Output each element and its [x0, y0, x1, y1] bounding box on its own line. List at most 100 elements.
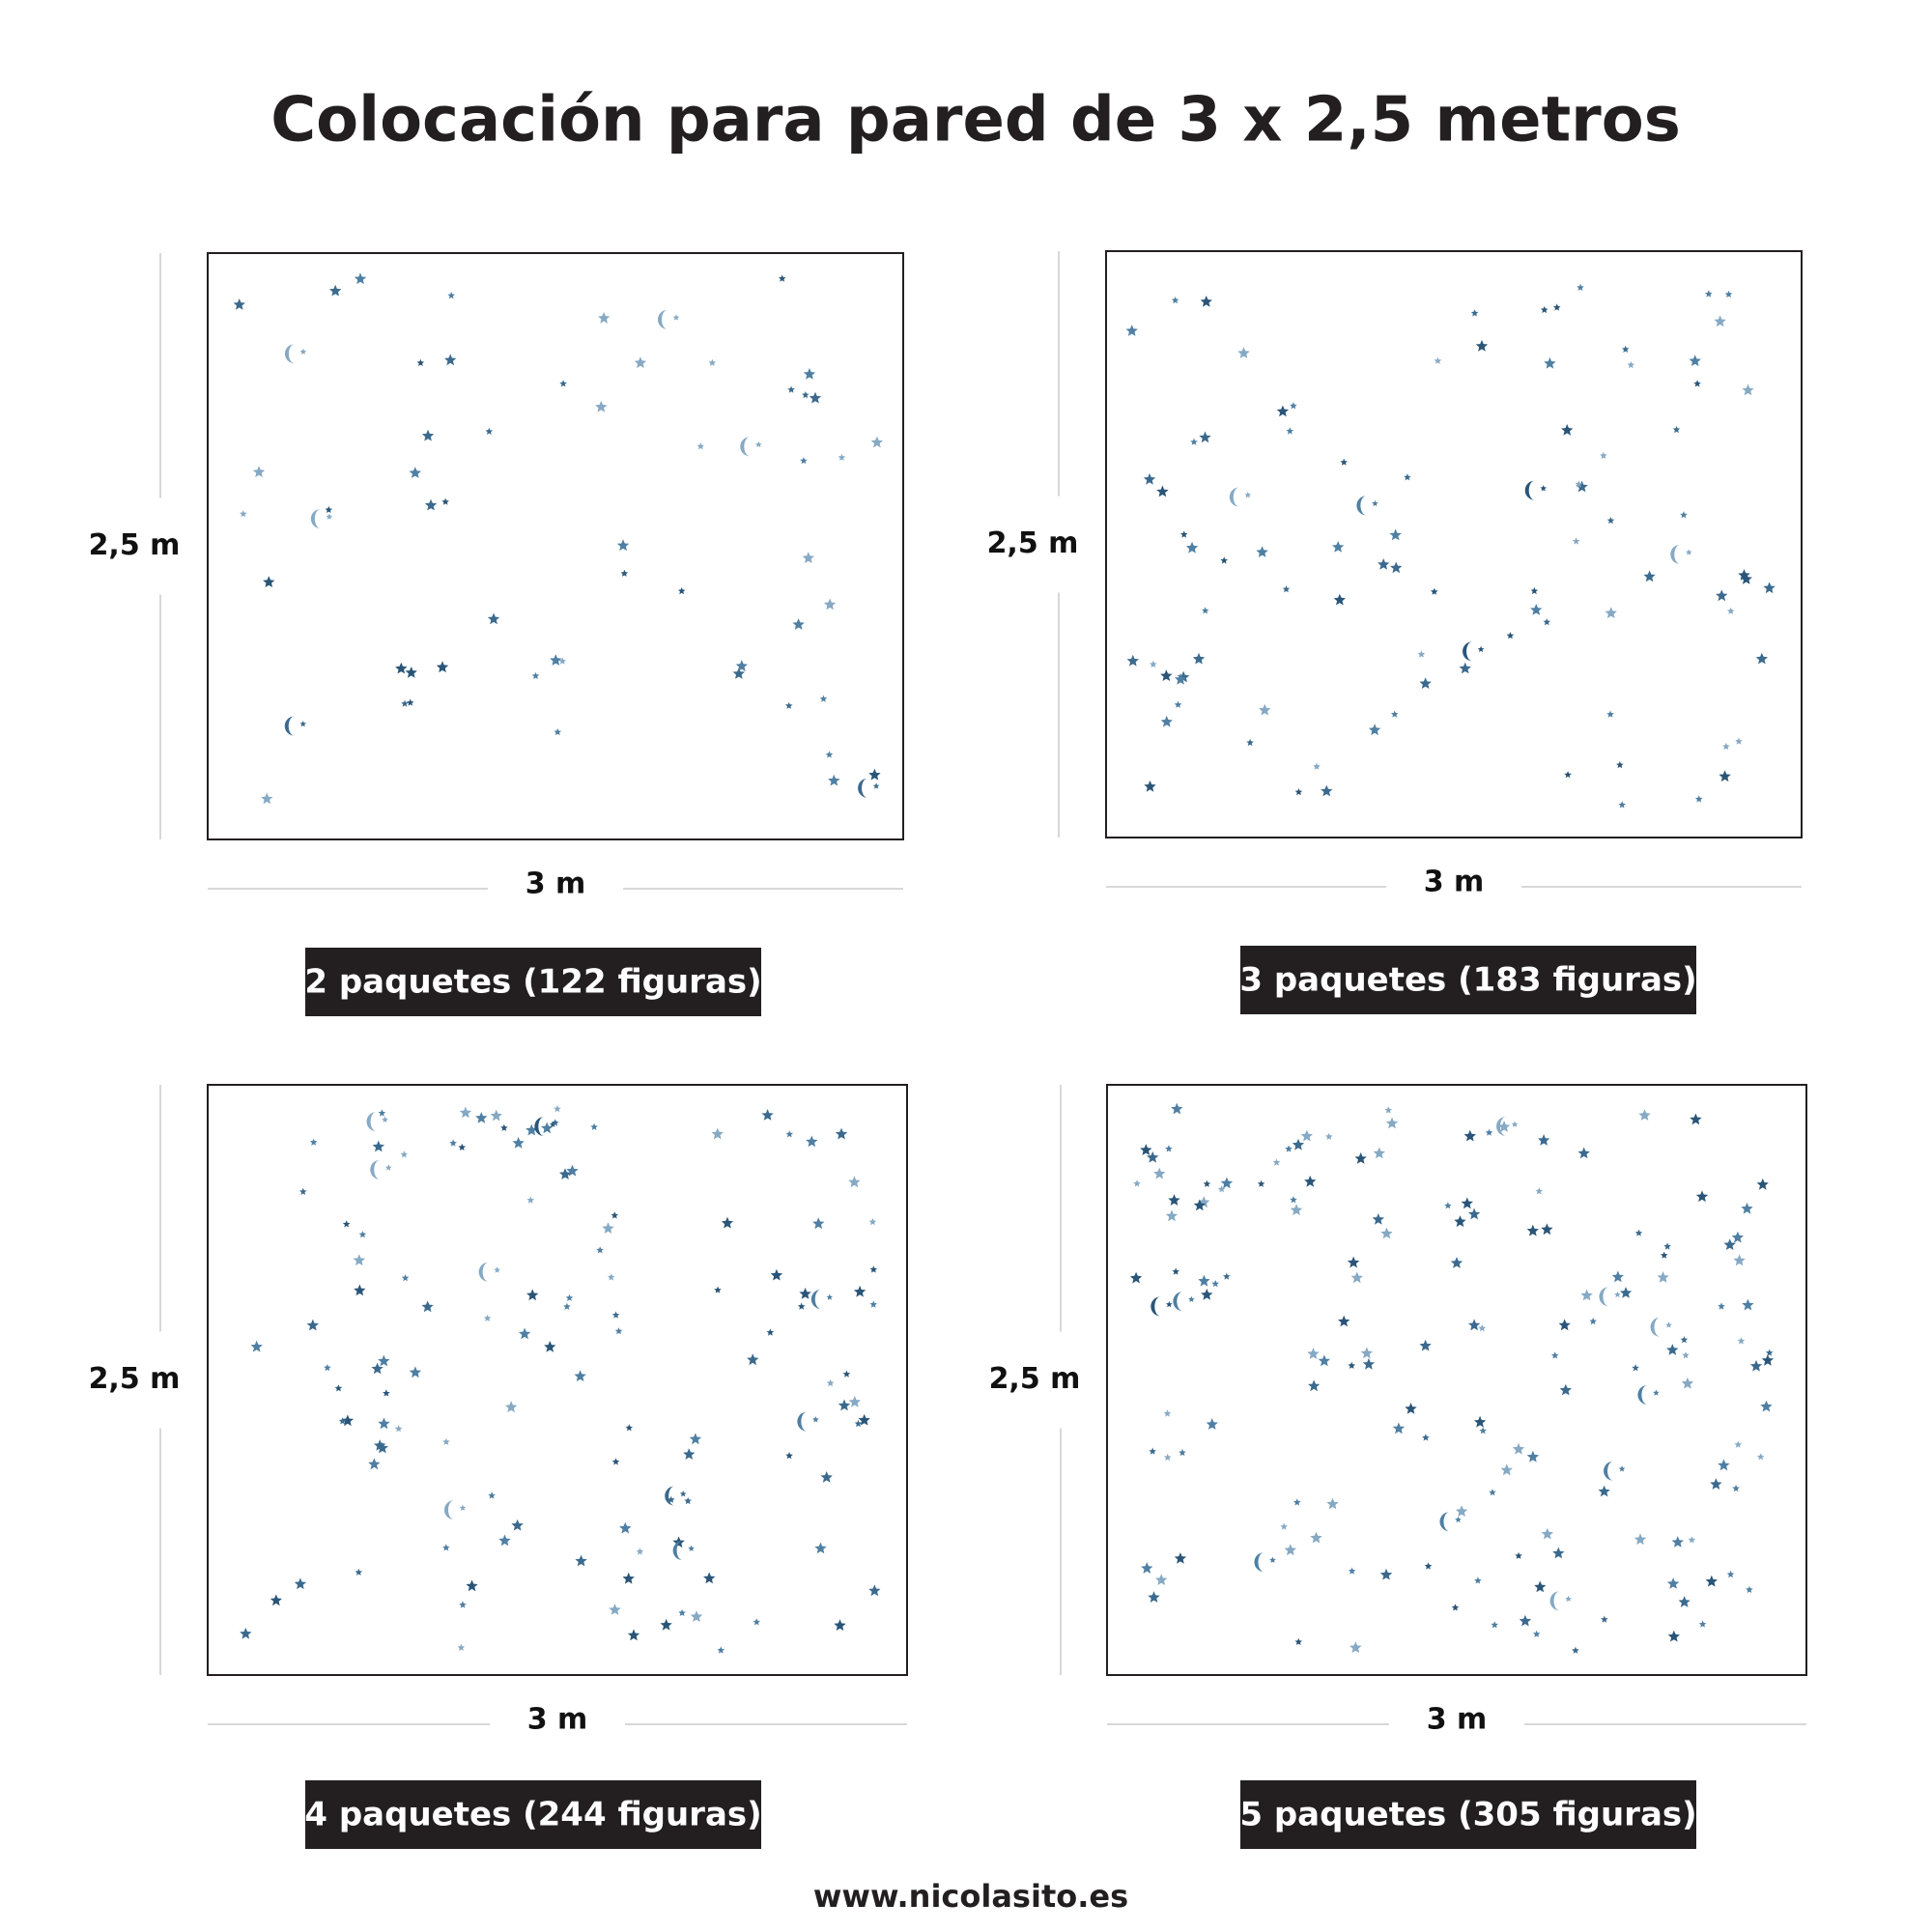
star: [1378, 558, 1390, 570]
star: [1384, 1106, 1393, 1114]
figures: [240, 1105, 881, 1654]
star: [487, 612, 500, 625]
star: [1470, 309, 1479, 317]
star: [526, 1196, 535, 1204]
star: [1454, 1215, 1466, 1228]
caption: 5 paquetes (305 figuras): [1239, 1796, 1696, 1834]
star: [299, 348, 307, 355]
star: [354, 272, 367, 285]
star: [1179, 530, 1188, 538]
star: [1467, 1208, 1481, 1220]
star: [611, 1458, 620, 1465]
star: [544, 1341, 556, 1352]
star: [416, 358, 425, 366]
star: [1526, 1450, 1540, 1463]
star: [1201, 1289, 1213, 1300]
moon: [740, 437, 751, 457]
star: [778, 274, 786, 282]
height-label: 2,5 m: [89, 1362, 181, 1396]
moon: [858, 778, 868, 798]
star: [799, 1288, 811, 1299]
star: [376, 1441, 388, 1454]
star: [353, 1254, 365, 1266]
caption-box: [305, 1780, 761, 1849]
star: [459, 1601, 467, 1608]
star: [1290, 1196, 1297, 1204]
star: [458, 1143, 467, 1151]
star: [1577, 1147, 1590, 1159]
star: [378, 1417, 390, 1430]
star: [1705, 1575, 1718, 1587]
star: [677, 586, 686, 595]
star: [785, 1130, 794, 1138]
star: [1695, 795, 1703, 803]
star: [554, 727, 562, 736]
star: [1188, 1295, 1195, 1302]
moon: [1151, 1296, 1161, 1317]
wall: [1106, 1084, 1807, 1676]
star: [1698, 1620, 1707, 1628]
star: [1497, 1121, 1511, 1132]
star: [838, 1399, 851, 1411]
footer: www.nicolasito.es: [813, 1878, 1128, 1915]
star: [1716, 589, 1728, 602]
star: [732, 668, 745, 679]
wall: [207, 252, 904, 840]
star: [868, 1584, 881, 1597]
star: [792, 618, 805, 630]
star: [806, 1135, 818, 1148]
star: [1294, 1637, 1302, 1645]
star: [449, 1139, 457, 1147]
star: [1749, 1359, 1763, 1372]
star: [1760, 1400, 1773, 1412]
star: [870, 436, 883, 448]
star: [616, 539, 630, 552]
star: [1256, 546, 1268, 557]
star: [459, 1106, 472, 1119]
star: [1373, 1147, 1385, 1159]
star: [1310, 1531, 1322, 1544]
star: [436, 661, 449, 673]
star: [306, 1319, 319, 1331]
star: [711, 1127, 724, 1140]
star: [421, 1300, 434, 1313]
caption-box: [1240, 946, 1696, 1014]
star: [803, 368, 816, 380]
star: [378, 1109, 386, 1117]
star: [717, 1646, 725, 1654]
caption: 2 paquetes (122 figuras): [304, 963, 761, 1002]
star: [444, 354, 457, 366]
figures: [1129, 1102, 1775, 1654]
star: [1348, 1361, 1355, 1369]
star: [1174, 673, 1187, 685]
star: [512, 1137, 525, 1149]
star: [1605, 607, 1617, 618]
star: [483, 1314, 492, 1321]
star: [1422, 1434, 1430, 1441]
star: [1166, 1300, 1173, 1308]
star: [1217, 1185, 1226, 1193]
star: [1160, 669, 1173, 681]
star: [1627, 360, 1635, 369]
star: [559, 380, 567, 387]
star: [854, 1419, 863, 1428]
star: [1732, 1484, 1740, 1492]
star: [384, 1164, 392, 1171]
star: [1632, 1364, 1639, 1372]
moon: [284, 344, 295, 364]
moon: [1604, 1461, 1614, 1481]
star: [1340, 458, 1348, 466]
star: [853, 1285, 867, 1297]
star: [1362, 1357, 1376, 1370]
star: [784, 701, 793, 709]
star: [1147, 1151, 1159, 1163]
star: [565, 1293, 574, 1301]
star: [1678, 1596, 1690, 1607]
star: [1129, 1271, 1143, 1284]
star: [802, 391, 810, 399]
width-label: 3 m: [526, 867, 586, 901]
star: [554, 1105, 561, 1113]
star: [1477, 645, 1485, 653]
star: [1321, 784, 1333, 797]
star: [371, 1362, 384, 1375]
